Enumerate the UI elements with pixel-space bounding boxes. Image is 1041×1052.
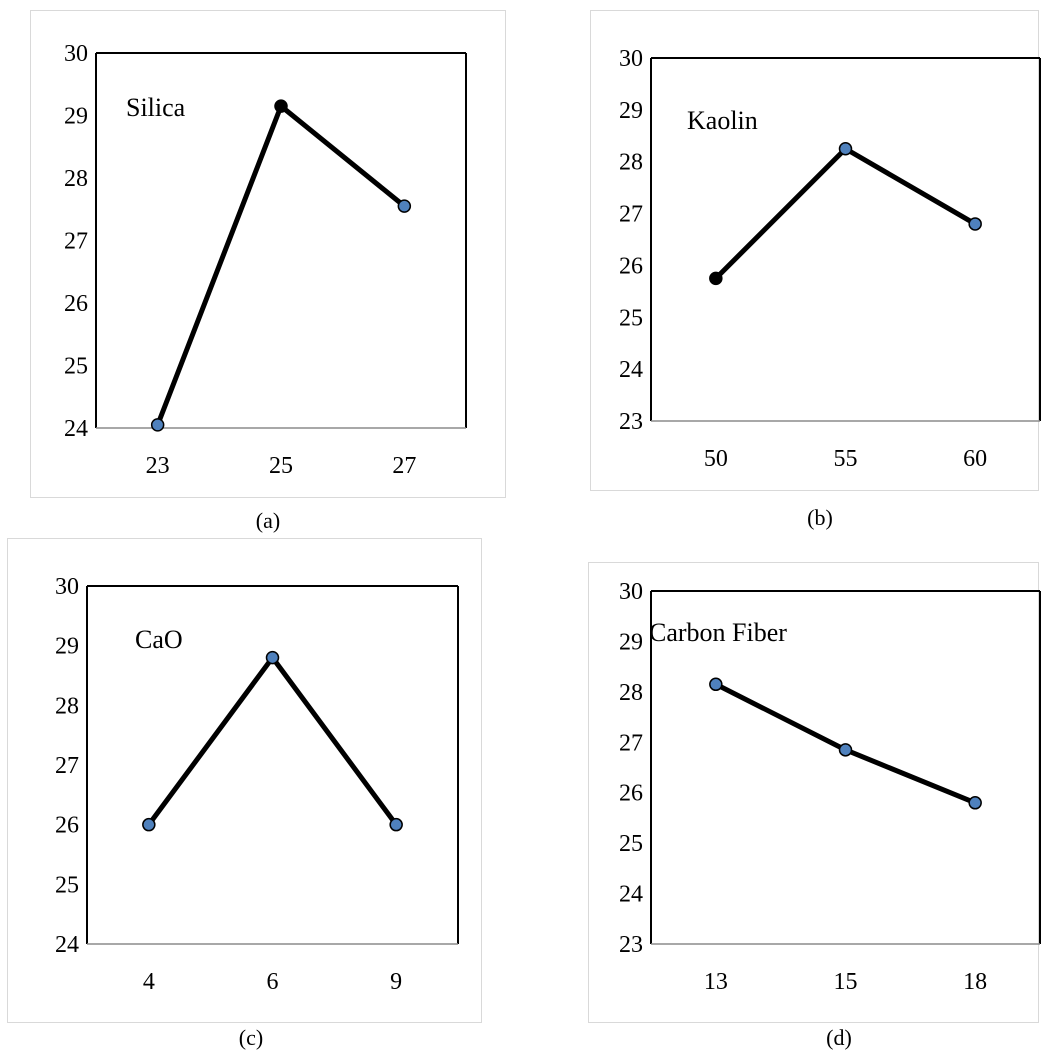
chart-panel-d: 23 24 25 26 27 28 29 30 13 15 18 Carbon Fiber [588,562,1041,1023]
chart-panel-b: 23 24 25 26 27 28 29 30 50 55 60 Kaolin [590,10,1041,491]
series-annotation: CaO [135,625,183,654]
chart-panel-a: 24 25 26 27 28 29 30 23 25 27 Silica [30,10,506,498]
data-point [265,650,280,665]
y-tick-label: 26 [619,781,643,807]
chart-svg-c: 24 25 26 27 28 29 30 4 6 9 CaO [55,574,459,995]
x-tick-label: 25 [269,453,293,479]
y-tick-label: 23 [619,409,643,435]
chart-svg-b: 23 24 25 26 27 28 29 30 50 55 60 Kaolin [619,46,1041,472]
y-tick-label: 25 [619,305,643,331]
caption-b: (b) [807,505,833,530]
series-line [155,103,406,426]
data-point [274,99,288,113]
y-tick-label: 26 [64,291,88,317]
data-point [397,199,412,213]
x-tick-label: 6 [267,969,279,995]
y-tick-label: 29 [619,629,643,655]
y-tick-label: 28 [64,166,88,192]
y-tick-label: 29 [55,634,79,660]
y-tick-label: 30 [619,46,643,72]
x-tick-label: 50 [704,446,728,472]
x-tick-label: 55 [834,446,858,472]
data-point [838,743,853,757]
data-point [709,271,723,286]
chart-svg-a: 24 25 26 27 28 29 30 23 25 27 Silica [64,41,467,479]
series-line [714,146,977,281]
y-tick-label: 27 [619,730,643,756]
y-tick-label: 26 [619,253,643,279]
y-tick-label: 24 [619,357,643,383]
y-tick-label: 24 [619,882,643,908]
x-tick-label: 27 [392,453,416,479]
y-tick-label: 26 [55,813,79,839]
data-point [838,142,853,156]
y-tick-label: 27 [55,753,79,779]
y-tick-label: 30 [64,41,88,67]
caption-c: (c) [238,1025,264,1050]
x-tick-label: 60 [963,446,987,472]
x-tick-label: 13 [704,969,728,995]
caption-d: (d) [826,1025,852,1050]
y-tick-label: 24 [55,932,79,958]
x-tick-label: 23 [146,453,170,479]
y-tick-label: 23 [619,932,643,958]
y-tick-label: 30 [619,579,643,605]
y-tick-label: 29 [64,104,88,130]
series-annotation: Carbon Fiber [649,618,787,647]
caption-a: (a) [255,508,281,533]
series-annotation: Kaolin [687,106,758,135]
y-tick-label: 28 [619,680,643,706]
y-tick-label: 25 [64,354,88,380]
y-tick-label: 24 [64,416,88,442]
chart-svg-d: 23 24 25 26 27 28 29 30 13 15 18 Carbon Fiber [619,579,1041,995]
x-tick-label: 15 [834,969,858,995]
y-tick-label: 30 [55,574,79,600]
x-tick-label: 18 [963,969,987,995]
y-tick-label: 29 [619,98,643,124]
series-annotation: Silica [126,93,186,122]
y-tick-label: 25 [55,872,79,898]
x-tick-label: 9 [390,969,402,995]
series-line [146,655,399,827]
chart-panel-c: 24 25 26 27 28 29 30 4 6 9 CaO [7,538,482,1023]
data-point [709,677,723,692]
y-tick-label: 28 [619,150,643,176]
y-tick-label: 27 [619,202,643,228]
y-tick-label: 27 [64,229,88,255]
data-point [142,817,156,832]
data-point [968,796,982,810]
y-tick-label: 28 [55,693,79,719]
x-tick-label: 4 [143,969,155,995]
data-point [389,817,403,832]
data-point [968,217,982,231]
y-tick-label: 25 [619,831,643,857]
data-point [150,418,165,432]
